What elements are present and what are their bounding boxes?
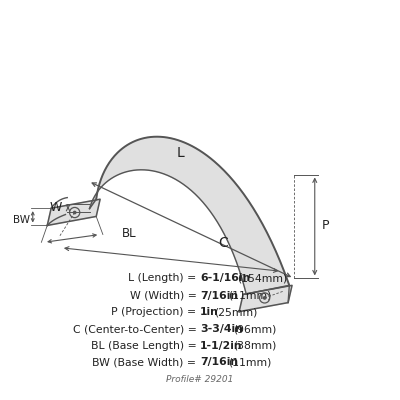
Text: (11mm): (11mm) xyxy=(228,357,272,367)
Text: 7/16in: 7/16in xyxy=(200,291,238,301)
Text: W (Width) =: W (Width) = xyxy=(130,291,200,301)
Text: L (Length) =: L (Length) = xyxy=(128,273,200,283)
Text: BW (Base Width) =: BW (Base Width) = xyxy=(92,357,200,367)
Circle shape xyxy=(264,297,266,299)
Polygon shape xyxy=(47,199,100,226)
Text: 6-1/16in: 6-1/16in xyxy=(200,273,250,283)
Text: 7/16in: 7/16in xyxy=(200,357,238,367)
Text: 3-3/4in: 3-3/4in xyxy=(200,324,243,334)
Text: L: L xyxy=(176,146,184,160)
Text: C: C xyxy=(219,236,228,250)
Text: (25mm): (25mm) xyxy=(214,308,258,318)
Text: (11mm): (11mm) xyxy=(228,291,272,301)
Text: BL: BL xyxy=(122,227,136,240)
Text: 1in: 1in xyxy=(200,308,219,318)
Text: BW: BW xyxy=(13,215,30,225)
Text: P: P xyxy=(322,219,329,232)
Text: Profile# 29201: Profile# 29201 xyxy=(166,375,234,384)
Text: 1-1/2in: 1-1/2in xyxy=(200,341,243,351)
Text: (38mm): (38mm) xyxy=(233,341,276,351)
Text: P (Projection) =: P (Projection) = xyxy=(111,308,200,318)
Polygon shape xyxy=(239,285,292,312)
Text: W: W xyxy=(50,201,62,214)
Text: C (Center-to-Center) =: C (Center-to-Center) = xyxy=(73,324,200,334)
Text: (154mm): (154mm) xyxy=(238,273,288,283)
Text: BL (Base Length) =: BL (Base Length) = xyxy=(91,341,200,351)
Polygon shape xyxy=(90,137,289,294)
Circle shape xyxy=(74,211,76,214)
Text: (96mm): (96mm) xyxy=(233,324,276,334)
